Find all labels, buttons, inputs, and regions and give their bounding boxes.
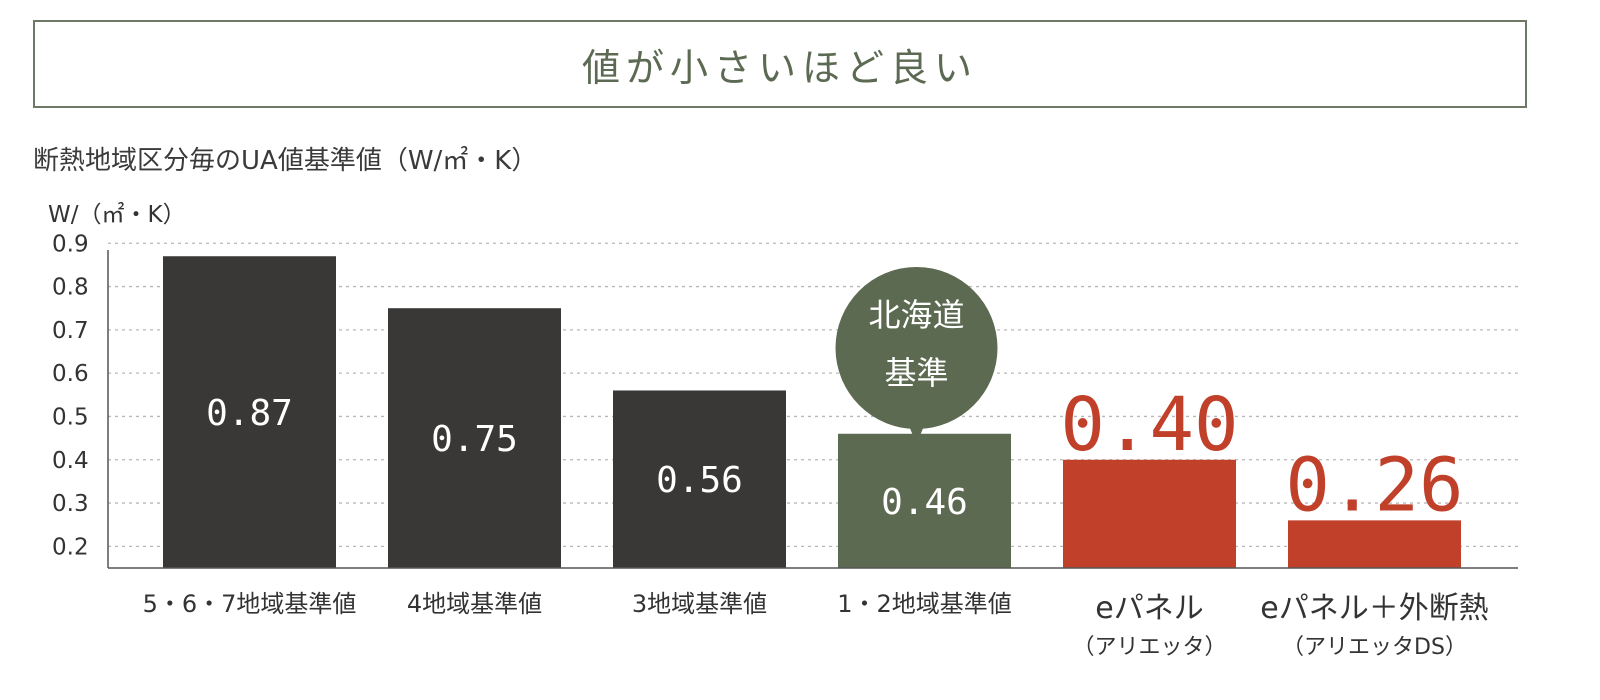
callout-text: 基準 — [884, 354, 948, 392]
category-labels: 5・6・7地域基準値 4地域基準値 3地域基準値 1・2地域基準値 eパネル （アリエッタ… — [143, 590, 1489, 660]
chart-subtitle: 断熱地域区分毎のUA値基準値（W/㎡・K） — [33, 146, 538, 176]
bar-value-label: 0.40 — [1060, 382, 1238, 468]
banner-text: 値が小さいほど良い — [581, 45, 978, 90]
bar-value-label: 0.87 — [206, 393, 293, 434]
y-tick-labels: 0.9 0.8 0.7 0.6 0.5 0.4 0.3 0.2 — [52, 231, 89, 560]
y-tick-label: 0.5 — [52, 404, 89, 430]
bar — [613, 390, 786, 568]
bars: 0.87 0.75 0.56 0.46 0.40 0.26 — [163, 256, 1464, 568]
bar-value-label: 0.46 — [881, 482, 968, 523]
category-label: 3地域基準値 — [632, 590, 767, 618]
bar-value-label: 0.56 — [656, 460, 743, 501]
category-label: 5・6・7地域基準値 — [143, 590, 357, 618]
callout-pointer — [906, 420, 927, 444]
category-label: 1・2地域基準値 — [837, 590, 1012, 618]
goal-banner: 値が小さいほど良い — [33, 20, 1527, 108]
category-sublabel: （アリエッタDS） — [1282, 635, 1467, 660]
callout-bubble — [835, 267, 998, 429]
ua-value-bar-chart: W/（㎡・K） 0.9 0.8 0.7 0.6 0.5 0.4 0.3 0.2 0.87 0.7… — [48, 202, 1518, 660]
category-label: 4地域基準値 — [407, 590, 542, 618]
bar — [163, 256, 336, 568]
bar — [1063, 459, 1236, 568]
y-tick-label: 0.9 — [52, 231, 89, 257]
y-tick-label: 0.8 — [52, 275, 89, 301]
callout-text: 北海道 — [868, 296, 964, 334]
y-tick-label: 0.6 — [52, 361, 89, 387]
category-label: eパネル＋外断熱 — [1260, 591, 1488, 626]
y-axis-label: W/（㎡・K） — [48, 202, 186, 228]
bar — [838, 433, 1011, 568]
bar-value-label: 0.26 — [1285, 442, 1463, 528]
y-tick-label: 0.2 — [52, 534, 89, 560]
bar — [1288, 520, 1461, 568]
bar — [388, 308, 561, 568]
y-tick-label: 0.4 — [52, 448, 89, 474]
y-tick-label: 0.3 — [52, 491, 89, 517]
y-tick-label: 0.7 — [52, 318, 89, 344]
category-sublabel: （アリエッタ） — [1072, 635, 1226, 660]
axes — [107, 250, 1518, 569]
bar-value-label: 0.75 — [431, 419, 518, 460]
category-label: eパネル — [1095, 591, 1203, 626]
